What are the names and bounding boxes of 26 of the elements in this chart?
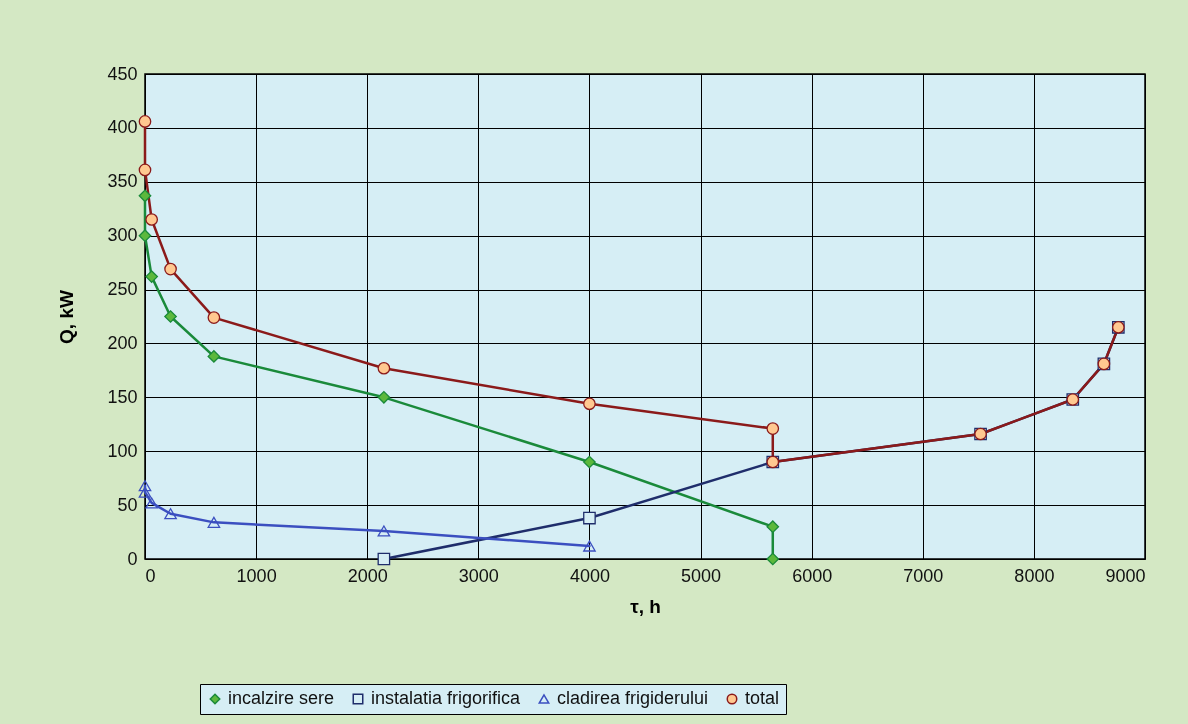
- y-tick-label: 450: [107, 63, 138, 84]
- x-tick-label: 8000: [1014, 565, 1055, 586]
- y-axis-title: Q, kW: [56, 290, 78, 344]
- legend-label: incalzire sere: [228, 688, 335, 708]
- y-tick-label: 350: [107, 171, 138, 192]
- legend-label: total: [745, 688, 780, 708]
- y-tick-label: 400: [107, 117, 138, 138]
- x-tick-label: 1000: [236, 565, 277, 586]
- y-tick-label: 100: [107, 440, 138, 461]
- x-tick-label: 7000: [903, 565, 944, 586]
- y-tick-label: 300: [107, 225, 138, 246]
- y-tick-label: 0: [127, 548, 138, 569]
- x-tick-label: 9000: [1105, 565, 1146, 586]
- x-tick-label: 3000: [458, 565, 499, 586]
- x-tick-label: 2000: [347, 565, 388, 586]
- x-tick-label: 5000: [681, 565, 722, 586]
- legend-label: cladirea frigiderului: [557, 688, 709, 708]
- y-tick-label: 150: [107, 386, 138, 407]
- y-tick-label: 250: [107, 279, 138, 300]
- y-tick-label: 50: [117, 494, 138, 515]
- x-axis-title: τ, h: [630, 595, 661, 617]
- x-tick-label: 6000: [792, 565, 833, 586]
- x-tick-label: 4000: [569, 565, 610, 586]
- legend-label: instalatia frigorifica: [371, 688, 522, 708]
- x-tick-label: 0: [145, 565, 156, 586]
- y-tick-label: 200: [107, 332, 138, 353]
